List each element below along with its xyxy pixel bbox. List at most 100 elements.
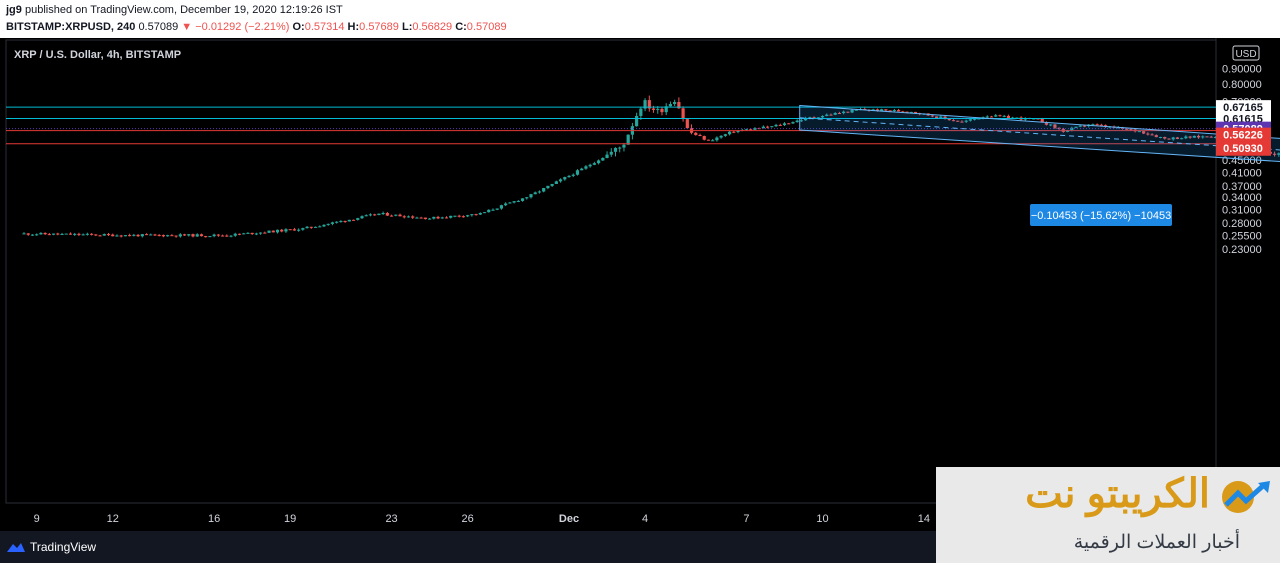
candle-body — [166, 235, 170, 237]
candle-body — [216, 234, 220, 236]
candle-body — [406, 216, 411, 218]
candle-body — [1006, 115, 1011, 119]
candle-body — [1180, 138, 1184, 140]
ohlc-line: BITSTAMP:XRPUSD, 240 0.57089 ▼ −0.01292 … — [6, 21, 507, 33]
low-label: L: — [401, 21, 413, 33]
candle-body — [43, 232, 47, 235]
tradingview-logo-icon — [7, 543, 25, 552]
candle-body — [1091, 124, 1095, 126]
candle-body — [935, 116, 939, 118]
tradingview-brand[interactable]: TradingView — [6, 540, 96, 554]
candle-body — [398, 214, 402, 217]
candle-body — [1150, 134, 1154, 136]
candle-body — [292, 229, 296, 231]
candle-body — [1044, 122, 1049, 125]
candle-body — [930, 115, 934, 117]
candle-body — [73, 233, 77, 235]
candle-body — [529, 194, 533, 198]
candle-body — [622, 144, 626, 148]
candle-body — [457, 215, 461, 217]
candle-body — [947, 118, 951, 121]
high-label: H: — [347, 21, 360, 33]
candle-body — [436, 216, 440, 219]
close-label: C: — [455, 21, 467, 33]
candle-body — [360, 216, 364, 219]
candle-body — [711, 140, 715, 142]
candle-body — [943, 116, 947, 119]
candle-body — [504, 203, 508, 206]
candle-body — [271, 230, 275, 233]
candle-body — [280, 229, 284, 232]
price-tick-label: 0.80000 — [1222, 79, 1262, 91]
candle-body — [1201, 136, 1205, 138]
candle-body — [85, 233, 89, 235]
candle-body — [35, 234, 39, 236]
candle-body — [263, 232, 267, 234]
candle-body — [1273, 153, 1277, 155]
candle-body — [123, 235, 127, 237]
candle-body — [60, 233, 64, 235]
candle-body — [347, 219, 351, 222]
publisher-watermark: الكريبتو نت أخبار العملات الرقمية — [936, 467, 1280, 563]
candle-body — [487, 209, 491, 213]
candle-body — [960, 121, 964, 123]
candle-body — [592, 163, 596, 165]
candle-body — [301, 228, 305, 230]
candle-body — [423, 217, 427, 220]
candle-body — [1175, 137, 1180, 139]
candle-body — [482, 212, 487, 214]
time-tick-label: 12 — [107, 513, 119, 525]
candle-body — [77, 233, 81, 235]
candle-body — [880, 109, 884, 111]
candle-body — [478, 213, 482, 215]
brand-label: TradingView — [30, 540, 97, 554]
price-tick-label: 0.41000 — [1222, 167, 1262, 179]
candle-body — [297, 229, 301, 231]
price-tag-box — [1216, 100, 1271, 116]
candle-body — [111, 234, 115, 237]
candle-body — [284, 229, 288, 232]
candle-body — [753, 128, 757, 130]
candle-body — [26, 233, 30, 235]
candle-body — [432, 216, 436, 219]
candle-body — [892, 110, 896, 112]
candle-body — [330, 222, 335, 224]
candle-body — [808, 117, 812, 119]
candle-body — [51, 233, 56, 235]
publish-info: jg9 published on TradingView.com, Decemb… — [6, 4, 343, 16]
candle-body — [896, 110, 901, 112]
publish-text: published on TradingView.com, December 1… — [24, 4, 343, 16]
candle-body — [605, 154, 609, 158]
candle-body — [237, 233, 242, 235]
candle-body — [567, 175, 571, 178]
candle-body — [1040, 118, 1044, 123]
candle-body — [318, 226, 322, 228]
candle-body — [229, 235, 233, 237]
publisher-logo-icon — [1222, 481, 1270, 513]
candle-body — [770, 126, 774, 128]
plot-frame — [5, 39, 1217, 504]
candle-body — [846, 111, 850, 113]
price-tick-label: 0.37000 — [1222, 181, 1262, 193]
price-chart[interactable]: XRP / U.S. Dollar, 4h, BITSTAMP USD 0.90… — [0, 38, 1280, 531]
chart-area[interactable]: XRP / U.S. Dollar, 4h, BITSTAMP USD 0.90… — [0, 38, 1280, 531]
price-tag-label: 0.67165 — [1223, 102, 1263, 114]
currency-badge[interactable] — [1232, 45, 1260, 61]
candle-body — [673, 102, 677, 105]
price-tick-label: 0.34000 — [1222, 192, 1262, 204]
candle-body — [191, 234, 195, 237]
candle-body — [884, 109, 888, 111]
candle-body — [618, 147, 622, 149]
candle-body — [288, 229, 292, 231]
candle-body — [816, 117, 820, 119]
open-value: 0.57314 — [304, 21, 345, 33]
candle-body — [791, 122, 795, 124]
down-arrow-icon: ▼ — [181, 21, 193, 33]
candle-body — [799, 120, 803, 122]
candle-body — [508, 202, 512, 204]
candle-body — [956, 120, 960, 122]
candle-body — [520, 198, 525, 201]
candle-body — [516, 200, 520, 202]
candle-body — [795, 120, 799, 123]
author-name[interactable]: jg9 — [6, 4, 22, 16]
